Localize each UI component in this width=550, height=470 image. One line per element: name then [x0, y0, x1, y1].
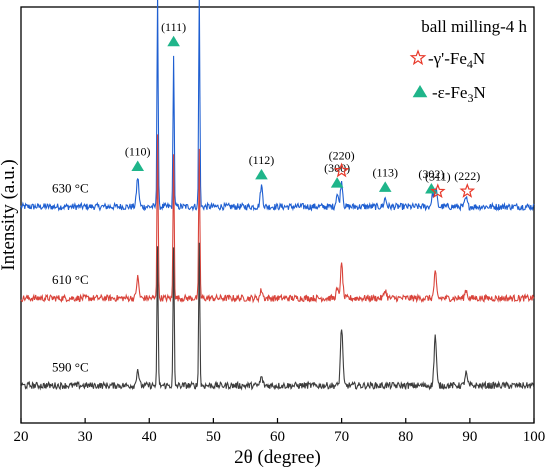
star-icon [409, 49, 427, 66]
legend-label-fe3n: -ε-Fe3N [432, 83, 486, 105]
y-axis-title: Intensity (a.u.) [0, 159, 19, 270]
peak-label: (222) [454, 169, 480, 183]
triangle-marker [425, 182, 438, 194]
x-tick-label: 30 [78, 429, 93, 445]
legend-entry-fe4n: -γ'-Fe4N [409, 49, 485, 71]
x-tick-label: 100 [523, 429, 546, 445]
triangle-marker [167, 35, 180, 47]
peak-markers: (110)(111)(111)(200)(112)(300)(220)(113)… [125, 20, 480, 199]
series-label-2: 590 °C [52, 360, 89, 375]
peak-label: (113) [372, 165, 398, 179]
series-line-0 [20, 0, 535, 212]
x-tick-label: 20 [14, 429, 29, 445]
star-marker [429, 183, 446, 199]
legend: ball milling-4 h -γ'-Fe4N -ε-Fe3N [409, 17, 527, 105]
legend-entry-fe3n: -ε-Fe3N [412, 83, 486, 105]
series-line-2 [20, 242, 535, 391]
series-layer: 630 °C 610 °C 590 °C [20, 0, 535, 391]
star-marker [459, 182, 476, 198]
peak-label: (302) [418, 167, 444, 181]
triangle-icon [412, 85, 428, 98]
peak-label: (112) [249, 153, 275, 167]
series-line-1 [20, 134, 535, 304]
star-marker [333, 162, 350, 178]
x-tick-label: 70 [334, 429, 349, 445]
peak-label: (111) [161, 20, 186, 34]
x-ticks: 20 30 40 50 60 70 80 90 100 [14, 418, 546, 445]
legend-label-fe4n: -γ'-Fe4N [428, 49, 485, 71]
series-label-0: 630 °C [52, 181, 89, 196]
series-label-1: 610 °C [52, 272, 89, 287]
x-tick-label: 60 [270, 429, 285, 445]
x-tick-label: 50 [206, 429, 221, 445]
legend-title: ball milling-4 h [421, 17, 527, 36]
plot-frame [20, 6, 535, 424]
peak-label: (220) [329, 149, 355, 163]
triangle-marker [378, 181, 392, 192]
triangle-marker [255, 168, 268, 180]
x-axis-title: 2θ (degree) [234, 447, 321, 468]
peak-label: (311) [425, 170, 451, 184]
x-tick-label: 40 [142, 429, 157, 445]
triangle-marker [131, 160, 145, 172]
x-tick-label: 90 [462, 429, 477, 445]
triangle-marker [330, 177, 344, 188]
x-tick-label: 80 [398, 429, 413, 445]
peak-label: (110) [125, 145, 151, 159]
